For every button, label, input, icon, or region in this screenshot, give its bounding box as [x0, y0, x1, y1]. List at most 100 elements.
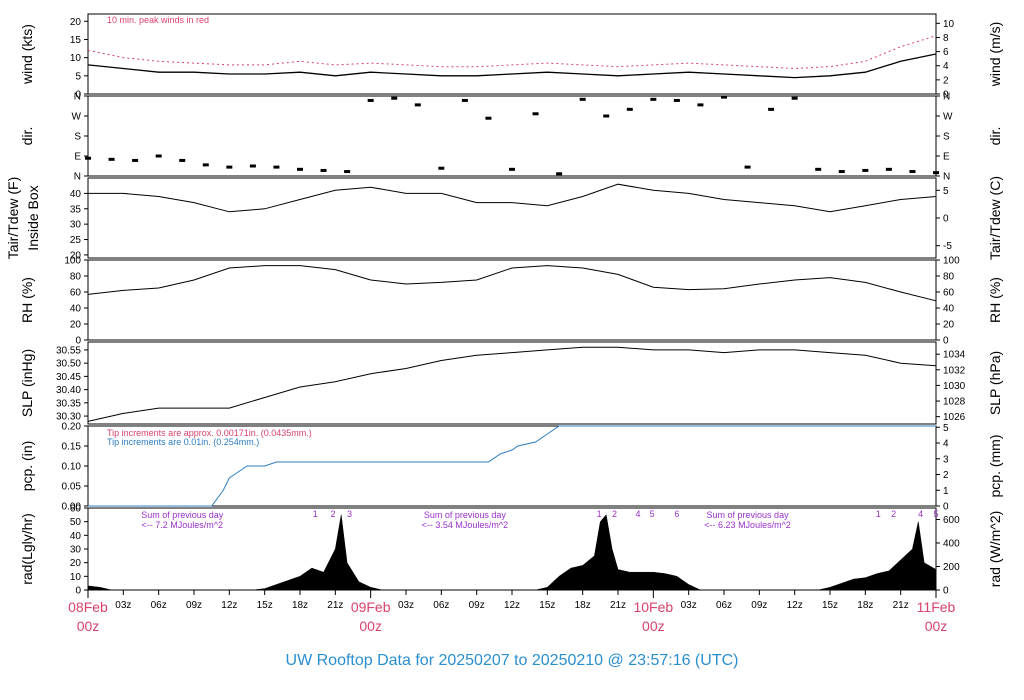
panel-frame [87, 259, 937, 341]
x-tick-label: 15z [539, 600, 555, 611]
y-tick-right-label: 0 [943, 90, 949, 101]
x-date-time: 00z [925, 618, 948, 634]
direction-point [838, 170, 845, 174]
direction-point [885, 167, 892, 171]
direction-point [768, 107, 775, 111]
y-tick-label: 10 [70, 572, 82, 583]
x-tick-label: 21z [893, 600, 909, 611]
radiation-marker: 2 [612, 509, 617, 519]
y-axis-label: SLP (inHg) [19, 349, 35, 417]
chart-title: UW Rooftop Data for 20250207 to 20250210… [286, 652, 739, 669]
y-tick-right-label: E [943, 152, 950, 163]
radiation-marker: 5 [650, 509, 655, 519]
y-tick-right-label: 40 [943, 304, 955, 315]
y-tick-label: 0.10 [62, 462, 82, 473]
x-tick-label: 09z [469, 600, 485, 611]
direction-point [697, 103, 704, 107]
y-axis-label-right: wind (m/s) [987, 22, 1003, 88]
y-tick-label: 60 [70, 288, 82, 299]
direction-point [791, 96, 798, 100]
x-tick-label: 12z [504, 600, 520, 611]
direction-point [650, 97, 657, 101]
y-tick-right-label: 4 [943, 439, 949, 450]
x-tick-label: 09z [186, 600, 202, 611]
panel-3: 20 25 30 35 40 -5 0 5 Tair/Tdew (F) Inside Box Tai… [5, 176, 1003, 261]
direction-point [626, 107, 633, 111]
y-tick-right-label: 1032 [943, 365, 966, 376]
y-tick-right-label: 1028 [943, 397, 966, 408]
radiation-sum-label: Sum of previous day [707, 510, 790, 520]
y-tick-right-label: 400 [943, 538, 960, 549]
direction-point [297, 167, 303, 171]
direction-point [509, 167, 515, 171]
x-date-time: 00z [359, 618, 382, 634]
panel-frame [87, 13, 937, 95]
y-tick-right-label: 1034 [943, 350, 966, 361]
y-tick-right-label: 0 [943, 502, 949, 513]
y-tick-right-label: 0 [943, 336, 949, 347]
y-tick-label: 30.40 [56, 385, 81, 396]
y-tick-label: 0.20 [62, 422, 82, 433]
y-tick-right-label: 0 [943, 586, 949, 597]
y-tick-right-label: 1 [943, 486, 949, 497]
radiation-marker: 2 [891, 509, 896, 519]
y-tick-right-label: 200 [943, 562, 960, 573]
y-tick-label: 20 [70, 17, 82, 28]
y-tick-label: 30.30 [56, 412, 81, 423]
series-line [87, 265, 937, 302]
y-axis-label: dir. [19, 127, 35, 146]
x-axis: 03z 06z 09z 12z 15z 18z 21z 03z 06z 09z 12z 15z 18z 2… [68, 590, 956, 634]
x-tick-label: 15z [257, 600, 273, 611]
y-axis-label: wind (kts) [19, 24, 35, 85]
radiation-sum-label: Sum of previous day [141, 510, 224, 520]
direction-point [132, 158, 139, 162]
x-tick-label: 18z [292, 600, 308, 611]
direction-point [367, 98, 374, 102]
annotation-tip-exact: Tip increments are 0.01in. (0.254mm.) [107, 437, 259, 447]
y-tick-right-label: 100 [943, 256, 960, 267]
y-tick-right-label: N [943, 172, 950, 183]
peak-wind-line [87, 35, 937, 70]
panel-frame [87, 341, 937, 425]
y-tick-label: 30.45 [56, 372, 81, 383]
y-tick-label: 50 [70, 517, 82, 528]
radiation-marker: 4 [918, 509, 923, 519]
direction-point [273, 165, 280, 169]
y-tick-right-label: W [943, 112, 953, 123]
direction-point [155, 154, 162, 158]
radiation-sum-value: <-- 3.54 MJoules/m^2 [422, 520, 509, 530]
y-axis-label: pcp. (in) [19, 441, 35, 492]
y-tick-right-label: 5 [943, 186, 949, 197]
y-tick-right-label: 6 [943, 47, 949, 58]
y-tick-label: 40 [70, 304, 82, 315]
y-tick-label: 40 [70, 189, 82, 200]
y-tick-label: S [74, 132, 81, 143]
y-tick-right-label: 2 [943, 470, 949, 481]
x-tick-label: 15z [822, 600, 838, 611]
y-axis-label-right: RH (%) [987, 277, 1003, 323]
y-tick-right-label: 80 [943, 272, 955, 283]
y-tick-label: 35 [70, 204, 82, 215]
y-tick-label: 20 [70, 558, 82, 569]
radiation-marker: 4 [636, 509, 641, 519]
x-date-label: 11Feb [917, 599, 956, 615]
y-tick-label: 100 [64, 256, 81, 267]
direction-point [202, 163, 209, 167]
x-tick-label: 06z [433, 600, 449, 611]
y-tick-right-label: 1026 [943, 412, 966, 423]
y-tick-right-label: N [943, 92, 950, 103]
radiation-sum-label: Sum of previous day [424, 510, 507, 520]
y-tick-label: 60 [70, 504, 82, 515]
radiation-sum-value: <-- 7.2 MJoules/m^2 [141, 520, 223, 530]
y-tick-right-label: 3 [943, 454, 949, 465]
radiation-marker: 5 [933, 509, 938, 519]
y-axis-label-right: pcp. (mm) [987, 435, 1003, 498]
y-tick-label: 0 [75, 336, 81, 347]
y-tick-label: 30.50 [56, 359, 81, 370]
y-tick-right-label: 20 [943, 320, 955, 331]
radiation-marker: 1 [876, 509, 881, 519]
direction-point [485, 116, 492, 120]
y-axis-label: Tair/Tdew (F) [5, 177, 21, 259]
